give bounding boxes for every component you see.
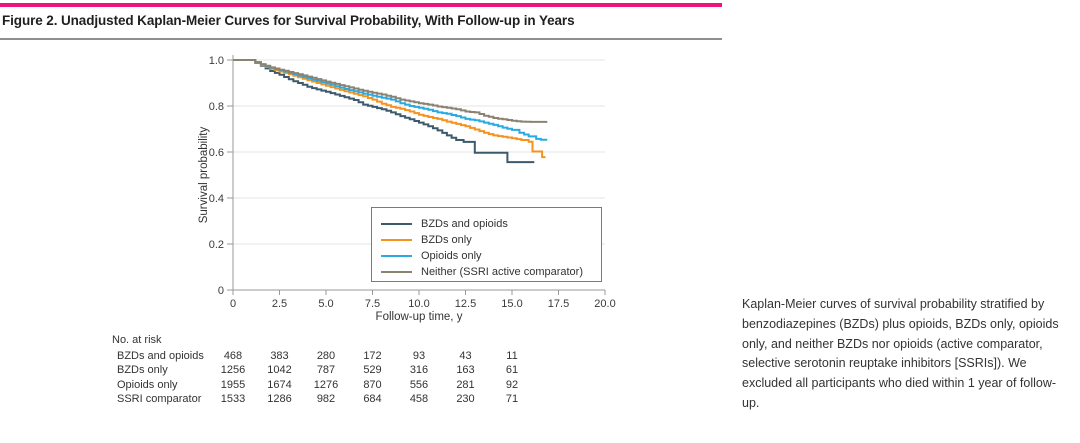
- at-risk-value: 982: [316, 393, 336, 405]
- at-risk-value: 61: [505, 364, 519, 376]
- at-risk-value: 870: [363, 379, 382, 391]
- figure-title: Figure 2. Unadjusted Kaplan-Meier Curves…: [2, 13, 575, 28]
- at-risk-value: 556: [409, 379, 429, 391]
- legend-item-bzds-only: BZDs only: [381, 232, 601, 248]
- svg-text:17.5: 17.5: [548, 298, 569, 310]
- at-risk-value: 468: [223, 350, 243, 362]
- svg-text:12.5: 12.5: [455, 298, 476, 310]
- chart-legend: BZDs and opioids BZDs only Opioids only …: [371, 207, 602, 282]
- legend-line-swatch: [381, 271, 412, 273]
- legend-item-neither-ssri: Neither (SSRI active comparator): [381, 264, 601, 280]
- at-risk-row-label: BZDs only: [117, 364, 168, 376]
- legend-label: Neither (SSRI active comparator): [421, 266, 583, 278]
- at-risk-value: 383: [270, 350, 289, 362]
- at-risk-value: 163: [456, 364, 475, 376]
- svg-text:10.0: 10.0: [408, 298, 429, 310]
- at-risk-value: 280: [316, 350, 336, 362]
- legend-item-opioids-only: Opioids only: [381, 248, 601, 264]
- at-risk-value: 1256: [220, 364, 246, 376]
- at-risk-value: 43: [459, 350, 472, 362]
- figure-caption: Kaplan-Meier curves of survival probabil…: [742, 297, 1059, 410]
- at-risk-value: 92: [505, 379, 519, 391]
- at-risk-value: 1955: [220, 379, 246, 391]
- at-risk-value: 458: [409, 393, 429, 405]
- svg-text:0.8: 0.8: [209, 101, 224, 113]
- legend-line-swatch: [381, 239, 412, 241]
- legend-line-swatch: [381, 255, 412, 257]
- at-risk-value: 172: [363, 350, 382, 362]
- legend-item-bzds-and-opioids: BZDs and opioids: [381, 216, 601, 232]
- svg-text:15.0: 15.0: [501, 298, 522, 310]
- svg-text:1.0: 1.0: [209, 55, 224, 67]
- at-risk-value: 230: [456, 393, 475, 405]
- x-axis-title: Follow-up time, y: [375, 311, 463, 323]
- legend-label: BZDs only: [421, 234, 472, 246]
- svg-text:20.0: 20.0: [594, 298, 615, 310]
- at-risk-header: No. at risk: [112, 334, 162, 346]
- at-risk-value: 316: [409, 364, 429, 376]
- at-risk-row-label: BZDs and opioids: [117, 350, 204, 362]
- legend-label: Opioids only: [421, 250, 482, 262]
- svg-text:0: 0: [230, 298, 236, 310]
- svg-text:5.0: 5.0: [318, 298, 333, 310]
- svg-text:7.5: 7.5: [365, 298, 380, 310]
- at-risk-value: 1276: [313, 379, 339, 391]
- header-rule: [0, 38, 722, 40]
- svg-text:0.6: 0.6: [209, 147, 224, 159]
- at-risk-value: 281: [456, 379, 475, 391]
- legend-label: BZDs and opioids: [421, 218, 508, 230]
- svg-text:0.4: 0.4: [209, 193, 224, 205]
- svg-text:2.5: 2.5: [272, 298, 287, 310]
- at-risk-value: 529: [363, 364, 382, 376]
- svg-text:0: 0: [218, 285, 224, 297]
- at-risk-value: 93: [412, 350, 426, 362]
- at-risk-value: 684: [363, 393, 382, 405]
- at-risk-row-label: SSRI comparator: [117, 393, 202, 405]
- at-risk-value: 1674: [267, 379, 292, 391]
- at-risk-value: 11: [506, 350, 518, 362]
- at-risk-value: 71: [505, 393, 519, 405]
- y-axis-title: Survival probability: [198, 126, 210, 224]
- at-risk-value: 1042: [267, 364, 292, 376]
- legend-line-swatch: [381, 223, 412, 225]
- at-risk-row-label: Opioids only: [117, 379, 178, 391]
- header-accent-bar: [0, 3, 722, 7]
- at-risk-value: 1286: [267, 393, 292, 405]
- at-risk-value: 1533: [220, 393, 246, 405]
- at-risk-value: 787: [316, 364, 336, 376]
- svg-text:0.2: 0.2: [209, 239, 224, 251]
